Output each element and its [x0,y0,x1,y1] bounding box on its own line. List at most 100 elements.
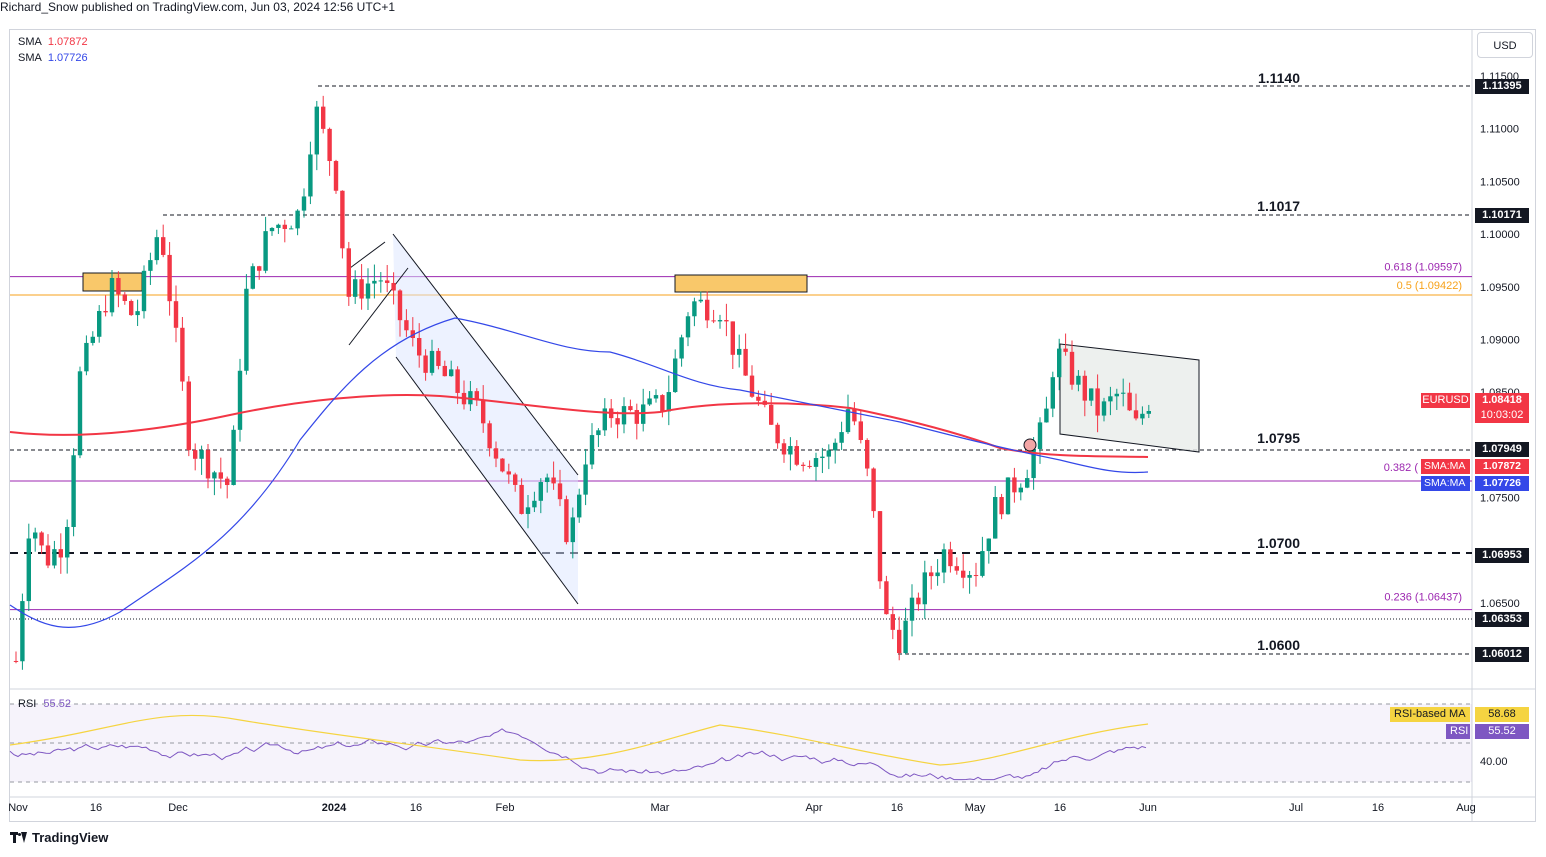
candle-body [743,348,748,376]
candle-body [1095,388,1100,416]
candle-body [532,500,537,508]
candle-body [276,224,281,228]
candle-body [346,248,351,297]
candle-body [564,499,569,543]
candle-body [660,395,665,412]
candle-body [813,458,819,467]
time-axis-label: 16 [891,802,903,814]
symbol-label: EURUSD [1421,393,1470,408]
candle-body [321,106,326,129]
candle-body [417,338,422,356]
candle-body [301,196,307,211]
price-tag-1: 1.11395 [1475,79,1529,94]
candle-body [20,601,25,662]
candle-body [653,395,659,399]
tradingview-logo[interactable]: TradingView [10,830,108,845]
candle-body [557,483,563,500]
candle-body [756,396,761,401]
candle-body [167,254,172,302]
candle-body [173,301,179,328]
candle-body [13,660,19,662]
candle-body [935,572,940,577]
candle-body [602,408,607,431]
candle-body [852,409,857,422]
publisher-text: Richard_Snow published on TradingView.co… [0,0,396,14]
rsi-ma-label: RSI-based MA [1390,707,1470,722]
candle-body [154,237,159,261]
candle-body [884,581,889,615]
candle-body [90,336,95,343]
candle-body [897,629,902,654]
candle-body [193,450,198,459]
sma-red-line [9,394,1149,458]
candle-body [1114,393,1119,397]
candle-body [993,497,998,539]
candle-body [1037,422,1043,449]
candle-body [1050,377,1055,409]
time-axis-label: Mar [651,802,670,814]
candle-body [909,597,915,621]
candle-body [596,430,601,436]
candle-body [359,279,364,299]
candle-body [519,484,524,514]
candle-body [730,321,735,355]
falling-channel-lower [395,356,579,605]
candle-body [116,277,121,295]
candle-body [65,526,70,558]
candle-body [781,443,787,455]
candle-body [1133,410,1139,419]
candle-body [385,280,390,283]
price-tick-label: 1.06500 [1480,598,1520,610]
candle-body [871,468,876,512]
sma-ma-tag-1-value: 1.07872 [1475,459,1529,474]
candle-body [1069,351,1075,385]
time-axis-label: 16 [90,802,102,814]
candle-body [231,429,236,486]
level-label-3: 1.0700 [1257,535,1300,551]
candle-body [1025,478,1030,488]
candle-body [378,280,383,282]
candle-body [1018,487,1023,493]
candle-body [250,266,255,289]
rising-wedge-lower [348,267,409,346]
candle-body [711,320,716,322]
candle-body [52,549,57,566]
candle-body [1063,348,1068,352]
crossover-marker [1023,438,1037,452]
candle-body [948,549,953,567]
sma-legend-2-label: SMA [18,52,42,64]
candle-body [506,471,511,475]
time-axis-label: Jun [1139,802,1157,814]
candle-body [1140,413,1145,419]
candle-body [967,575,972,578]
time-axis-label: 2024 [322,802,347,814]
currency-button[interactable]: USD [1477,32,1533,58]
candle-body [589,435,595,465]
candle-body [1005,477,1011,515]
candle-body [474,391,479,401]
time-axis-label: Feb [496,802,515,814]
candle-body [487,423,492,449]
candle-body [717,320,723,322]
candle-body [525,507,531,514]
candle-body [295,210,300,229]
candle-body [621,406,627,425]
candle-body [257,266,262,271]
falling-channel-upper [392,233,579,476]
candle-body [922,572,927,605]
time-axis-label: Apr [805,802,822,814]
rsi-ma-value: 58.68 [1475,707,1529,722]
fib-236-label: 0.236 (1.06437) [1384,592,1462,604]
candle-body [724,320,729,322]
candle-body [615,418,620,425]
time-axis-label: Dec [168,802,188,814]
candle-body [97,311,102,337]
candle-body [1101,401,1107,416]
sma-legend-1-label: SMA [18,36,42,48]
candle-body [455,369,460,393]
candle-body [801,464,806,466]
candle-body [999,497,1004,515]
candle-body [941,549,947,573]
candle-body [673,358,678,393]
